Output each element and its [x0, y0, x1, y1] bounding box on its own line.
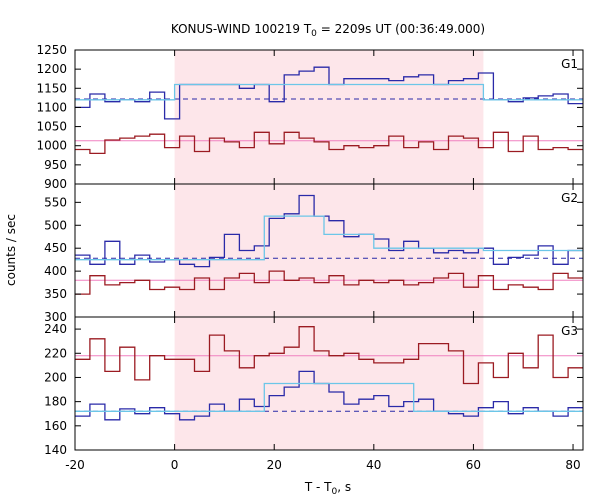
background-histogram-g3: [75, 326, 583, 385]
x-tick-label: 80: [565, 458, 580, 472]
y-axis-label: counts / sec: [4, 214, 18, 286]
fit-line-g3: [75, 382, 583, 412]
y-tick-label: 550: [44, 195, 67, 209]
y-tick-label: 1250: [36, 43, 67, 57]
y-tick-label: 1050: [36, 120, 67, 134]
fit-line-g2: [75, 215, 583, 261]
chart-title: KONUS-WIND 100219 T0 = 2209s UT (00:36:4…: [171, 22, 485, 39]
x-tick-label: 20: [267, 458, 282, 472]
y-tick-label: 220: [44, 346, 67, 360]
chart-title-sub: 0: [311, 29, 317, 39]
y-tick-label: 1100: [36, 100, 67, 114]
source-histogram-g3: [75, 370, 583, 421]
panel-label: G1: [561, 57, 578, 71]
y-tick-label: 400: [44, 264, 67, 278]
x-axis-label-rest: , s: [337, 480, 351, 494]
panel-g2: 300 350 400 450 500 550 G2: [44, 183, 584, 324]
x-tick-label: -20: [65, 458, 85, 472]
background-histogram-g2: [75, 270, 583, 295]
y-tick-label: 180: [44, 395, 67, 409]
y-tick-label: 950: [44, 158, 67, 172]
panel-label: G3: [561, 324, 578, 338]
plot-layer: 900 950 1000 1050 1100 1150 1200 1250 G1 300 350 40…: [36, 43, 584, 472]
y-tick-label: 350: [44, 287, 67, 301]
panel-g3: 140 160 180 200 220 240 G3: [44, 316, 584, 457]
panel-frame: [74, 316, 584, 451]
x-axis-label-main: T - T: [304, 480, 332, 494]
source-histogram-g2: [75, 194, 583, 268]
panel-label: G2: [561, 191, 578, 205]
x-tick-label: 0: [171, 458, 179, 472]
x-tick-label: 60: [466, 458, 481, 472]
chart-title-main: KONUS-WIND 100219 T: [171, 22, 312, 36]
y-tick-label: 200: [44, 370, 67, 384]
y-tick-label: 450: [44, 241, 67, 255]
panel-g1: 900 950 1000 1050 1100 1150 1200 1250 G1: [36, 43, 584, 191]
chart-title-rest: = 2209s UT (00:36:49.000): [317, 22, 485, 36]
fit-line-g1: [75, 83, 583, 101]
background-histogram-g1: [75, 131, 583, 155]
y-tick-label: 160: [44, 419, 67, 433]
x-axis-label-sub: 0: [332, 487, 338, 497]
y-tick-label: 1150: [36, 81, 67, 95]
y-tick-label: 300: [44, 310, 67, 324]
y-tick-label: 500: [44, 218, 67, 232]
x-axis-label: T - T0, s: [304, 480, 351, 497]
y-tick-label: 1200: [36, 62, 67, 76]
x-tick-label: 40: [366, 458, 381, 472]
y-tick-label: 1000: [36, 139, 67, 153]
highlight-interval: [174, 184, 484, 317]
y-tick-label: 140: [44, 443, 67, 457]
y-tick-label: 240: [44, 322, 67, 336]
y-tick-label: 900: [44, 177, 67, 191]
